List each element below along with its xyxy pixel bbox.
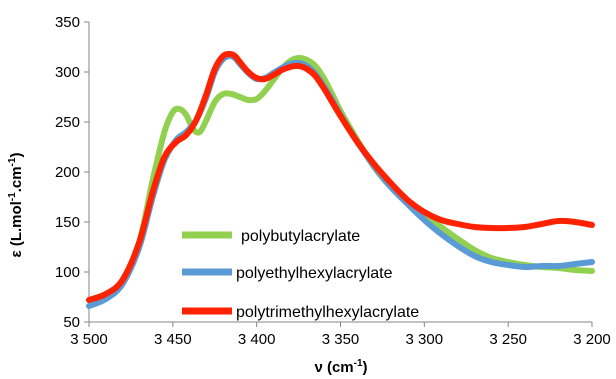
x-axis-title-end: ) <box>363 359 368 376</box>
y-tick-label: 50 <box>63 314 80 331</box>
legend-label-polytrimethylhexylacrylate: polytrimethylhexylacrylate <box>236 304 419 321</box>
y-tick-label: 300 <box>55 64 80 81</box>
x-tick-label: 3 400 <box>238 331 276 348</box>
x-tick-label: 3 250 <box>489 331 527 348</box>
legend-label-polybutylacrylate: polybutylacrylate <box>241 228 360 245</box>
x-tick-label: 3 300 <box>406 331 444 348</box>
y-tick-label: 350 <box>55 14 80 31</box>
series-line-polytrimethylhexylacrylate <box>86 50 595 303</box>
legend: polybutylacrylate polyethylhexylacrylate… <box>182 228 419 321</box>
legend-item-polytrimethylhexylacrylate: polytrimethylhexylacrylate <box>182 304 419 321</box>
x-axis-ticks: 3 500 3 450 3 400 3 350 3 300 3 250 3 200 <box>70 322 611 348</box>
y-axis-ticks: 50 100 150 200 250 300 350 <box>55 14 89 331</box>
y-axis-title-sup-2: -1 <box>7 157 18 166</box>
y-axis-title-part-3: ) <box>8 153 25 158</box>
x-axis-title-main: ν (cm <box>314 359 353 376</box>
y-tick-label: 100 <box>55 264 80 281</box>
legend-item-polybutylacrylate: polybutylacrylate <box>182 228 360 245</box>
x-axis-title-sup: -1 <box>354 358 363 369</box>
y-tick-label: 150 <box>55 214 80 231</box>
x-tick-label: 3 450 <box>154 331 192 348</box>
x-tick-label: 3 200 <box>573 331 611 348</box>
y-tick-label: 200 <box>55 164 80 181</box>
x-tick-label: 3 350 <box>322 331 360 348</box>
y-axis-title-sup-1: -1 <box>7 192 18 201</box>
x-tick-label: 3 500 <box>70 331 108 348</box>
y-tick-label: 250 <box>55 114 80 131</box>
legend-item-polyethylhexylacrylate: polyethylhexylacrylate <box>182 265 393 282</box>
series-layer <box>86 50 595 309</box>
y-axis-title-part-2: .cm <box>8 166 25 192</box>
x-axis-title: ν (cm-1) <box>314 358 367 376</box>
y-axis-title: ε (L.mol-1.cm-1) <box>7 153 25 258</box>
legend-label-polyethylhexylacrylate: polyethylhexylacrylate <box>236 265 393 282</box>
y-axis-title-part-1: ε (L.mol <box>8 201 25 257</box>
plot-area: 50 100 150 200 250 300 350 3 500 3 450 3 400 3 35… <box>55 14 611 348</box>
